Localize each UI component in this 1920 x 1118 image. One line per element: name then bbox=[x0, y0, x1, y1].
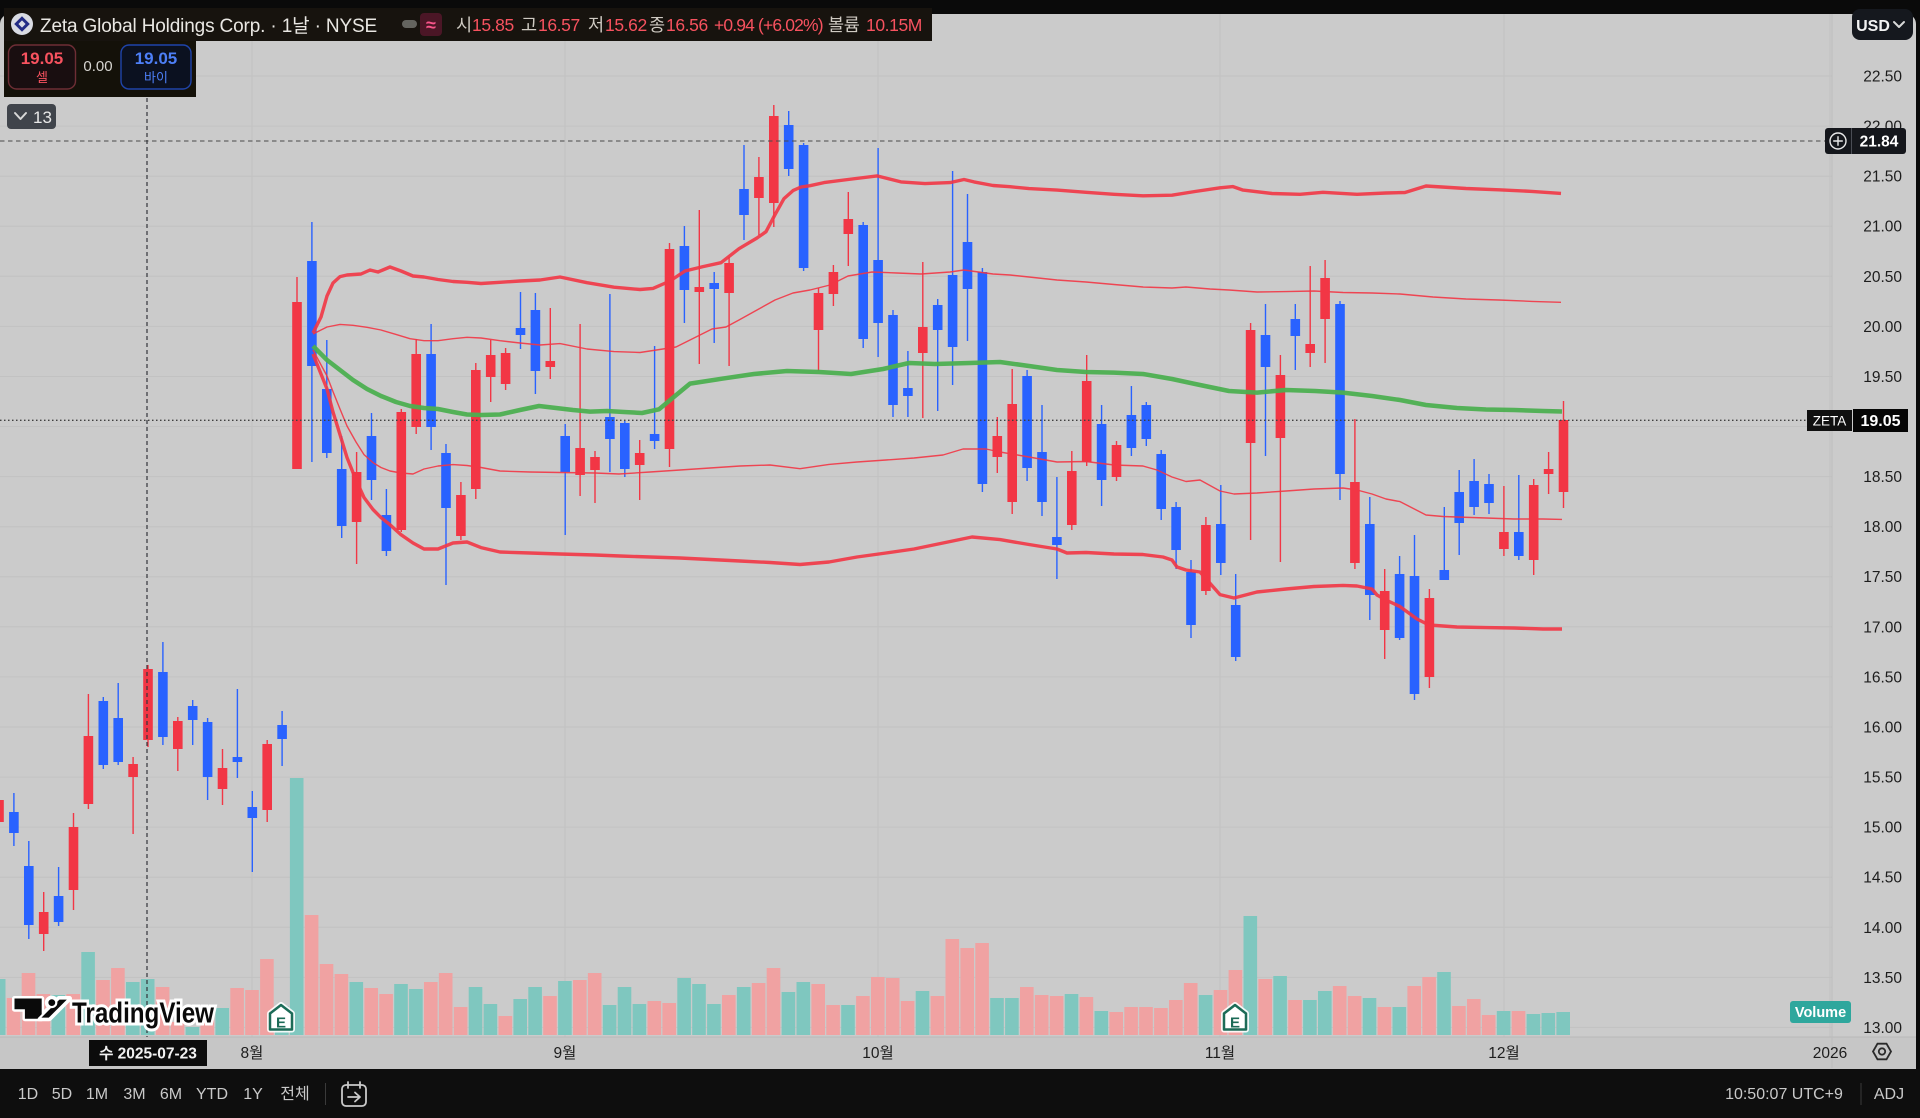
svg-text:1M: 1M bbox=[86, 1086, 108, 1103]
svg-text:21.84: 21.84 bbox=[1860, 134, 1899, 151]
svg-text:1Y: 1Y bbox=[243, 1086, 263, 1103]
svg-text:8월: 8월 bbox=[241, 1044, 264, 1062]
svg-text:15.62: 15.62 bbox=[605, 15, 647, 35]
svg-text:종: 종 bbox=[649, 15, 665, 35]
svg-text:Volume: Volume bbox=[1795, 1005, 1846, 1021]
svg-text:16.56: 16.56 bbox=[666, 15, 708, 35]
svg-text:10:50:07 UTC+9: 10:50:07 UTC+9 bbox=[1725, 1086, 1843, 1103]
svg-text:E: E bbox=[1230, 1015, 1240, 1032]
svg-text:18.00: 18.00 bbox=[1863, 519, 1902, 536]
svg-text:0.00: 0.00 bbox=[83, 58, 112, 75]
svg-text:11월: 11월 bbox=[1205, 1044, 1235, 1062]
svg-text:TradingView: TradingView bbox=[72, 998, 214, 1030]
svg-text:전체: 전체 bbox=[280, 1085, 309, 1103]
svg-text:17.00: 17.00 bbox=[1863, 619, 1902, 636]
svg-text:16.50: 16.50 bbox=[1863, 669, 1902, 686]
svg-text:바이: 바이 bbox=[144, 70, 168, 85]
svg-text:9월: 9월 bbox=[554, 1044, 577, 1062]
svg-text:15.85: 15.85 bbox=[472, 15, 514, 35]
svg-text:10월: 10월 bbox=[862, 1044, 894, 1062]
svg-text:19.05: 19.05 bbox=[1860, 413, 1900, 430]
svg-text:13: 13 bbox=[33, 108, 52, 127]
svg-text:6M: 6M bbox=[160, 1086, 182, 1103]
svg-text:21.00: 21.00 bbox=[1863, 219, 1902, 236]
svg-text:시: 시 bbox=[456, 15, 472, 35]
svg-text:2026: 2026 bbox=[1813, 1045, 1847, 1062]
svg-text:≈: ≈ bbox=[426, 15, 436, 35]
svg-text:13.50: 13.50 bbox=[1863, 970, 1902, 987]
svg-text:16.57: 16.57 bbox=[538, 15, 580, 35]
svg-text:18.50: 18.50 bbox=[1863, 469, 1902, 486]
svg-text:17.50: 17.50 bbox=[1863, 569, 1902, 586]
svg-text:13.00: 13.00 bbox=[1863, 1020, 1902, 1037]
svg-text:22.50: 22.50 bbox=[1863, 69, 1902, 86]
svg-text:12월: 12월 bbox=[1488, 1044, 1520, 1062]
svg-text:Zeta Global Holdings Corp. · 1: Zeta Global Holdings Corp. · 1날 · NYSE bbox=[40, 15, 377, 37]
svg-text:20.00: 20.00 bbox=[1863, 319, 1902, 336]
svg-text:19.05: 19.05 bbox=[21, 49, 64, 68]
svg-text:고: 고 bbox=[521, 15, 537, 35]
svg-text:수 2025-07-23: 수 2025-07-23 bbox=[99, 1045, 197, 1063]
svg-text:셀: 셀 bbox=[36, 70, 48, 85]
svg-text:저: 저 bbox=[588, 15, 604, 35]
svg-text:14.50: 14.50 bbox=[1863, 870, 1902, 887]
svg-text:E: E bbox=[276, 1015, 286, 1032]
svg-text:21.50: 21.50 bbox=[1863, 169, 1902, 186]
svg-text:ADJ: ADJ bbox=[1874, 1086, 1904, 1103]
svg-text:USD: USD bbox=[1856, 18, 1890, 35]
svg-text:15.00: 15.00 bbox=[1863, 820, 1902, 837]
svg-text:+0.94 (+6.02%): +0.94 (+6.02%) bbox=[714, 15, 823, 35]
svg-text:3M: 3M bbox=[123, 1086, 145, 1103]
svg-text:5D: 5D bbox=[52, 1086, 72, 1103]
svg-text:1D: 1D bbox=[18, 1086, 38, 1103]
svg-text:16.00: 16.00 bbox=[1863, 720, 1902, 737]
svg-text:ZETA: ZETA bbox=[1813, 414, 1847, 429]
svg-text:14.00: 14.00 bbox=[1863, 920, 1902, 937]
svg-text:볼륨: 볼륨 bbox=[828, 15, 860, 35]
svg-text:19.05: 19.05 bbox=[135, 49, 178, 68]
svg-text:YTD: YTD bbox=[196, 1086, 228, 1103]
svg-text:10.15M: 10.15M bbox=[866, 15, 922, 35]
svg-text:20.50: 20.50 bbox=[1863, 269, 1902, 286]
svg-text:19.50: 19.50 bbox=[1863, 369, 1902, 386]
svg-text:15.50: 15.50 bbox=[1863, 770, 1902, 787]
